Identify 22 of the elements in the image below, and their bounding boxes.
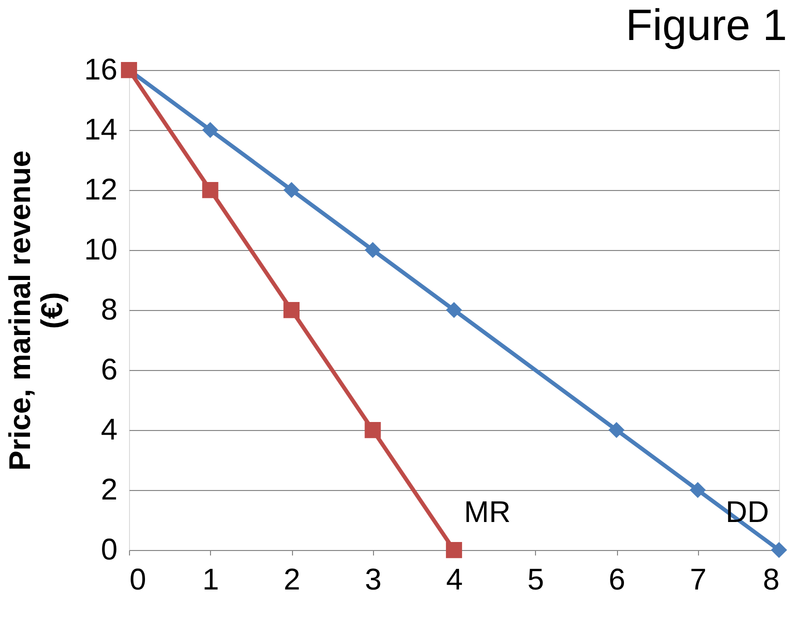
x-tick-label: 3 [364,564,382,596]
y-tick-label: 10 [84,234,118,266]
x-tick-label: 0 [130,564,146,596]
y-tick-label: 14 [84,114,118,146]
annotation: MR [464,496,511,529]
x-tick-label: 7 [690,564,707,596]
chart-title: Figure 1 [626,1,788,50]
x-tick-label: 5 [527,564,544,596]
y-tick-label: 4 [100,414,118,446]
y-tick-label: 2 [100,474,118,506]
x-tick-label: 4 [446,564,463,596]
y-tick-label: 6 [100,354,118,386]
x-tick-label: 8 [762,564,780,596]
annotation: DD [726,496,769,529]
y-tick-label: 16 [84,54,118,86]
y-tick-label: 0 [100,534,118,566]
y-axis-title: Price, marinal revenue (€) [4,150,70,471]
y-tick-label: 8 [100,294,118,326]
y-tick-label: 12 [84,174,118,206]
x-tick-label: 6 [608,564,626,596]
x-tick-label: 2 [284,564,300,596]
x-tick-label: 1 [202,564,220,596]
